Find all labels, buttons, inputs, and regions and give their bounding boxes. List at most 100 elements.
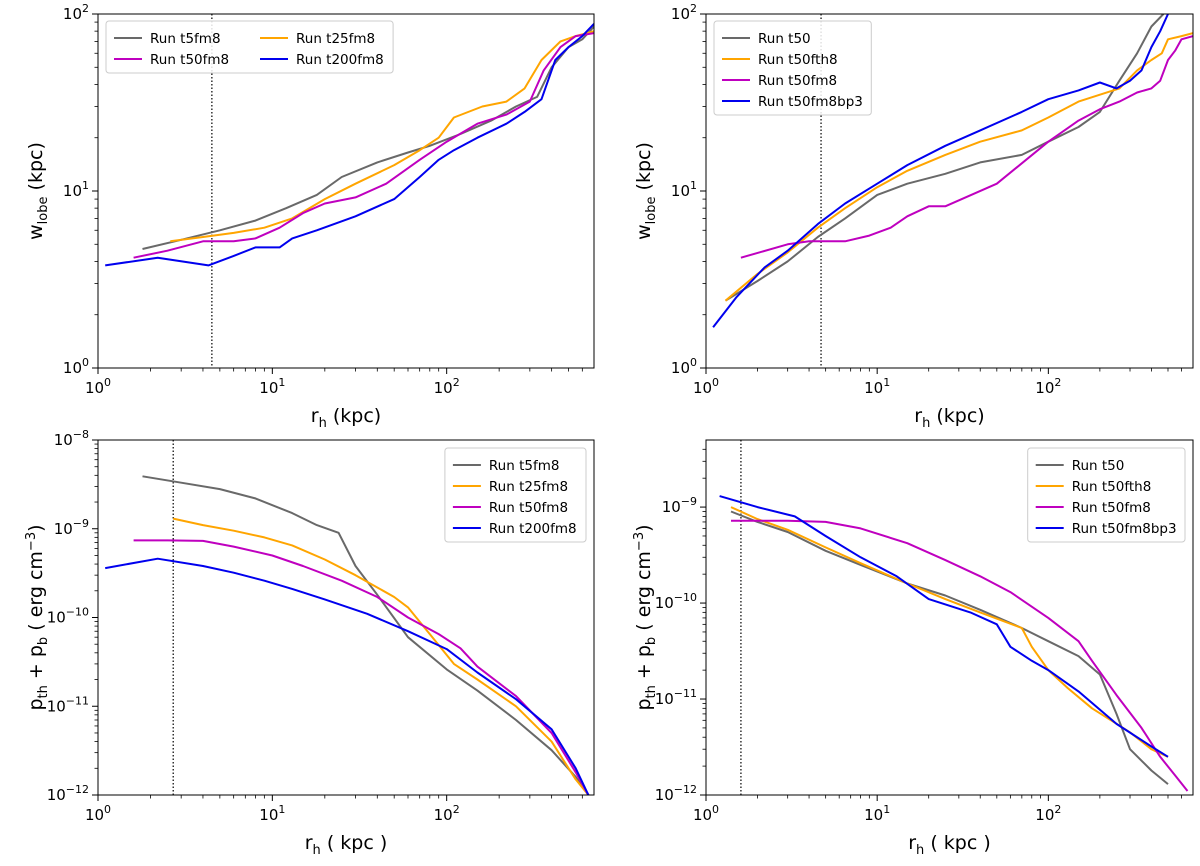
x-axis-label: rh (kpc) (914, 405, 984, 431)
legend-item: Run t50fm8bp3 (1035, 521, 1177, 537)
minor-ticks (94, 443, 583, 799)
legend-label: Run t50fm8 (1072, 500, 1151, 516)
series-line-run-t50fth8 (730, 506, 1169, 758)
series-group (712, 14, 1193, 328)
y-tick-label: 100 (671, 356, 697, 377)
y-tick-label: 10−9 (54, 517, 89, 538)
series-line-run-t50fm8bp3 (719, 495, 1169, 758)
axes-frame (705, 13, 1194, 369)
series-line-run-t25fm8 (172, 517, 590, 795)
legend-frame (713, 20, 872, 116)
x-tick-label: 102 (434, 376, 460, 397)
x-tick-label: 100 (85, 376, 111, 397)
y-tick-label: 10−8 (54, 428, 89, 449)
legend-frame (444, 447, 587, 543)
x-tick-label: 100 (693, 803, 719, 824)
legend-label: Run t50fm8bp3 (758, 94, 863, 110)
legend-item: Run t50fm8 (452, 500, 568, 516)
legend-frame (1027, 447, 1186, 543)
legend-label: Run t5fm8 (489, 458, 560, 474)
y-tick-label: 10−9 (662, 495, 697, 516)
chart-bl: 100 101 102 10−12 10−11 10−10 10−9 10−8 rh ( kpc… (24, 428, 595, 858)
legend-label: Run t50fth8 (758, 52, 838, 68)
legend-label: Run t200fm8 (489, 521, 577, 537)
series-line-run-t25fm8 (170, 30, 594, 243)
legend-item: Run t50 (1035, 458, 1125, 474)
chart-tr: 100 101 102 100 101 102 rh (kpc) wlobe (kpc) Run… (633, 2, 1194, 431)
axes-frame (97, 439, 595, 796)
legend-label: Run t5fm8 (150, 31, 221, 47)
x-tick-label: 101 (259, 376, 285, 397)
y-tick-label: 101 (63, 179, 89, 200)
x-tick-label: 101 (864, 803, 890, 824)
y-axis-label: wlobe (kpc) (633, 142, 659, 240)
series-line-run-t50fm8 (731, 519, 1189, 792)
x-axis-label: rh ( kpc ) (305, 832, 388, 858)
y-tick-label: 101 (671, 179, 697, 200)
x-tick-label: 101 (864, 376, 890, 397)
y-tick-label: 102 (671, 2, 697, 23)
axes-frame (705, 439, 1194, 796)
x-axis-label: rh (kpc) (311, 405, 381, 431)
series-line-run-t50fth8 (724, 32, 1193, 302)
series-line-run-t50fm8bp3 (712, 14, 1169, 328)
legend-item: Run t5fm8 (452, 458, 560, 474)
y-axis-label: wlobe (kpc) (25, 142, 51, 240)
y-tick-label: 10−10 (655, 591, 697, 612)
series-line-run-t50fm8 (133, 32, 594, 259)
legend-label: Run t50 (1072, 458, 1125, 474)
minor-ticks (702, 21, 1182, 372)
y-tick-label: 10−11 (655, 687, 697, 708)
legend: Run t50 Run t50fth8 Run t50fm8 Run t50fm8bp… (713, 20, 872, 116)
series-group (719, 495, 1189, 792)
legend-item: Run t25fm8 (260, 31, 375, 47)
y-axis-label: pth + pb ( erg cm−3) (632, 524, 659, 710)
series-line-run-t50fm8 (740, 35, 1193, 259)
minor-ticks (702, 448, 1182, 799)
x-tick-label: 102 (1035, 376, 1061, 397)
legend-item: Run t25fm8 (452, 479, 568, 495)
series-group (105, 475, 590, 795)
series-line-run-t50 (730, 510, 1169, 785)
legend: Run t50 Run t50fth8 Run t50fm8 Run t50fm8bp… (1027, 447, 1186, 543)
legend-label: Run t50 (758, 31, 811, 47)
legend-label: Run t50fm8 (489, 500, 568, 516)
legend: Run t5fm8 Run t50fm8 Run t25fm8 Run t200fm8 (105, 20, 394, 74)
legend-label: Run t50fm8 (758, 73, 837, 89)
legend-label: Run t50fm8bp3 (1072, 521, 1177, 537)
x-tick-label: 101 (259, 803, 285, 824)
minor-ticks (94, 21, 583, 372)
series-line-run-t200fm8 (105, 23, 594, 267)
x-tick-label: 100 (85, 803, 111, 824)
legend-label: Run t200fm8 (296, 52, 384, 68)
legend: Run t5fm8 Run t25fm8 Run t50fm8 Run t200fm8 (444, 447, 587, 543)
y-tick-label: 100 (63, 356, 89, 377)
y-tick-label: 10−12 (655, 783, 697, 804)
series-line-run-t200fm8 (105, 557, 590, 795)
legend-item: Run t200fm8 (452, 521, 577, 537)
y-tick-label: 10−11 (47, 694, 89, 715)
legend-item: Run t5fm8 (114, 31, 221, 47)
chart-br: 100 101 102 10−12 10−11 10−10 10−9 rh ( kpc ) pt… (632, 439, 1194, 858)
y-tick-label: 10−10 (47, 606, 89, 627)
y-axis-label: pth + pb ( erg cm−3) (24, 524, 51, 710)
series-group (105, 23, 594, 267)
legend-item: Run t200fm8 (260, 52, 384, 68)
legend-label: Run t25fm8 (296, 31, 375, 47)
x-tick-label: 102 (434, 803, 460, 824)
legend-item: Run t50fm8bp3 (722, 94, 863, 110)
y-tick-label: 102 (63, 2, 89, 23)
legend-label: Run t25fm8 (489, 479, 568, 495)
legend-label: Run t50fm8 (150, 52, 229, 68)
legend-item: Run t50fth8 (1035, 479, 1152, 495)
legend-label: Run t50fth8 (1072, 479, 1152, 495)
series-line-run-t50 (724, 14, 1165, 302)
axes-frame (97, 13, 595, 369)
legend-item: Run t50fm8 (1035, 500, 1151, 516)
x-tick-label: 102 (1035, 803, 1061, 824)
x-axis-label: rh ( kpc ) (908, 832, 991, 858)
legend-frame (105, 20, 394, 74)
legend-item: Run t50fm8 (722, 73, 837, 89)
